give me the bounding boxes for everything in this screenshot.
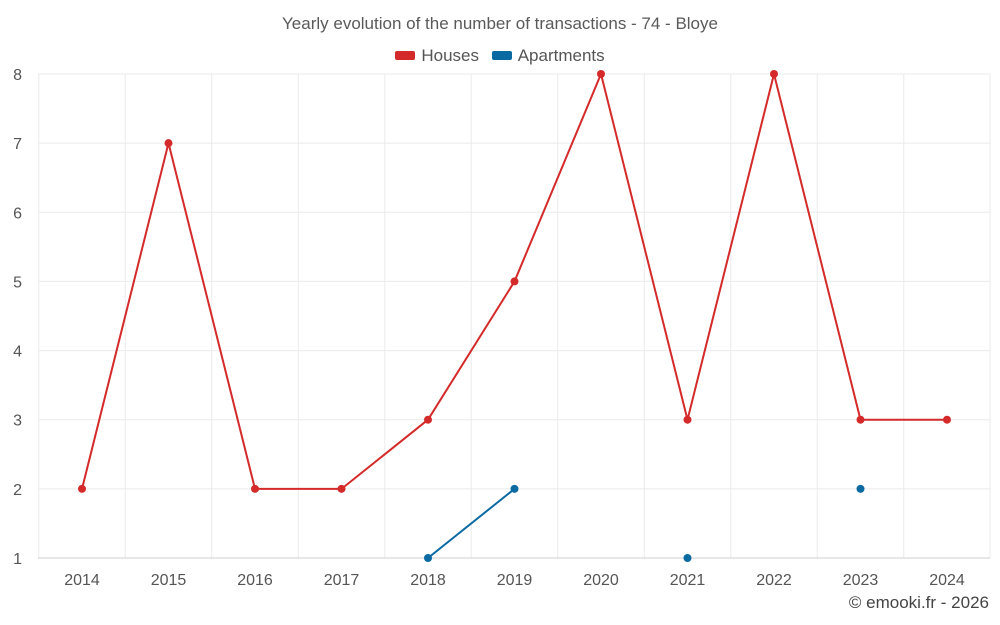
y-tick-label: 1: [13, 551, 22, 568]
chart-title: Yearly evolution of the number of transa…: [282, 14, 718, 33]
series-line-houses: [167, 142, 256, 490]
data-point-houses: [424, 415, 432, 424]
x-tick-label: 2014: [64, 572, 100, 589]
data-point-houses: [337, 484, 346, 493]
legend-item-apartments[interactable]: Apartments: [491, 45, 605, 66]
data-point-houses: [78, 484, 86, 493]
footer-credit: © emooki.fr - 2026: [848, 593, 989, 612]
legend-label-houses: Houses: [421, 45, 479, 65]
x-tick-label: 2016: [237, 572, 273, 589]
y-tick-label: 7: [13, 136, 22, 153]
x-tick-label: 2018: [410, 572, 446, 589]
legend: Houses Apartments: [0, 45, 1000, 66]
y-tick-label: 5: [13, 274, 22, 291]
x-tick-label: 2021: [670, 572, 706, 589]
data-point-houses: [251, 484, 259, 493]
y-tick-label: 2: [13, 482, 22, 499]
x-tick-label: 2024: [929, 572, 965, 589]
y-tick-label: 8: [13, 67, 22, 84]
series-line-houses: [81, 142, 170, 490]
data-point-apartments: [424, 554, 432, 562]
series-line-houses: [340, 418, 429, 490]
legend-swatch-houses: [395, 51, 416, 60]
data-point-houses: [597, 70, 605, 78]
data-point-houses: [943, 415, 951, 424]
x-tick-label: 2015: [151, 572, 187, 589]
series-line-houses: [427, 280, 516, 421]
y-tick-label: 4: [13, 344, 22, 361]
data-point-houses: [856, 415, 865, 424]
legend-swatch-apartments: [491, 51, 512, 60]
x-tick-label: 2019: [497, 572, 533, 589]
x-tick-label: 2022: [756, 572, 792, 589]
data-point-apartments: [856, 484, 865, 493]
data-point-houses: [164, 139, 173, 148]
series-line-houses: [600, 73, 689, 421]
data-point-houses: [510, 277, 519, 286]
data-point-houses: [770, 70, 778, 78]
series-line-apartments: [427, 487, 516, 559]
series-line-houses: [686, 73, 775, 421]
data-point-houses: [683, 415, 692, 424]
series-line-houses: [773, 73, 862, 421]
x-tick-label: 2020: [583, 572, 619, 589]
x-tick-label: 2023: [843, 572, 879, 589]
legend-item-houses[interactable]: Houses: [395, 46, 479, 66]
series-line-houses: [513, 73, 602, 283]
data-point-apartments: [683, 554, 692, 562]
y-tick-label: 3: [13, 413, 22, 430]
x-tick-label: 2017: [324, 572, 360, 589]
legend-label-apartments: Apartments: [517, 45, 605, 65]
y-tick-label: 6: [13, 205, 22, 222]
data-point-apartments: [510, 484, 519, 493]
